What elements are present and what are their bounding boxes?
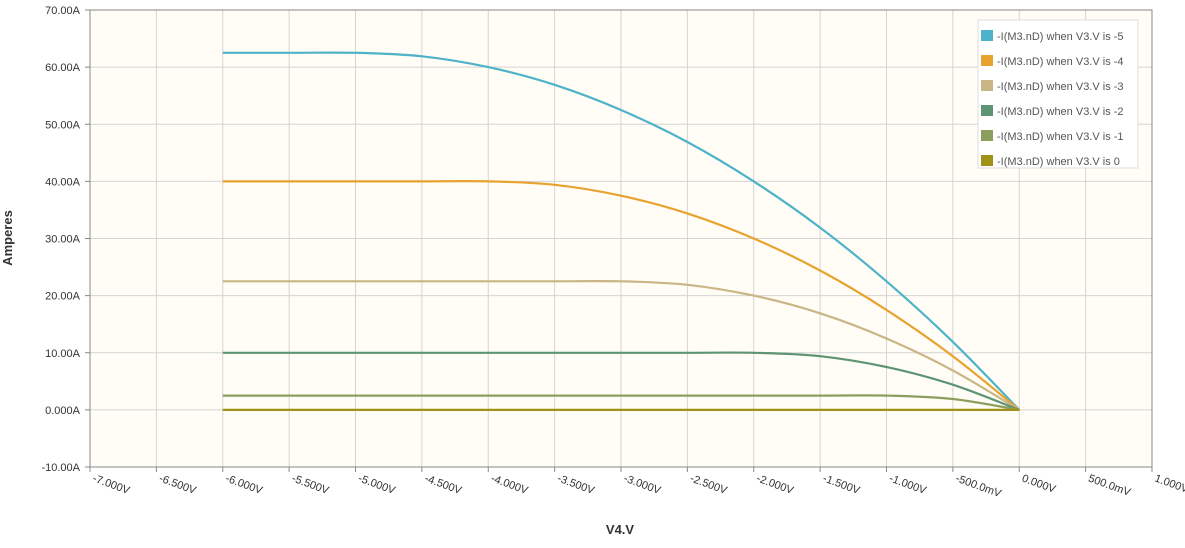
series-line-3[interactable] [222,351,1020,411]
legend-swatch[interactable] [981,155,993,166]
x-tick-label: -2.000V [755,473,796,498]
x-axis-title: V4.V [606,522,635,537]
series-line-1[interactable] [222,180,1020,411]
y-tick-label: 0.000A [45,405,81,417]
legend-label[interactable]: -I(M3.nD) when V3.V is -3 [997,81,1124,93]
x-tick-label: -500.0mV [954,473,1004,501]
x-tick-label: -7.000V [91,473,132,498]
legend-swatch[interactable] [981,80,993,91]
x-tick-label: -1.000V [887,473,928,498]
legend-label[interactable]: -I(M3.nD) when V3.V is -1 [997,131,1124,143]
series-line-0[interactable] [222,51,1021,411]
legend-label[interactable]: -I(M3.nD) when V3.V is -4 [997,56,1124,68]
x-tick-label: -4.500V [423,473,464,498]
legend[interactable]: -I(M3.nD) when V3.V is -5 -I(M3.nD) when … [977,19,1139,169]
x-tick-label: -6.000V [224,473,265,498]
plot-border [89,9,1153,468]
y-tick-label: -10.00A [41,462,80,474]
y-axis-title: Amperes [0,210,15,266]
x-tick-label: -6.500V [157,473,198,498]
series-line-2[interactable] [222,279,1020,411]
legend-swatch[interactable] [981,55,993,66]
legend-swatch[interactable] [981,30,993,41]
legend-swatch[interactable] [981,130,993,141]
y-tick-label: 30.00A [45,234,81,246]
series-lines [222,51,1021,412]
x-tick-label: -2.500V [688,473,729,498]
y-tick-label: 20.00A [45,291,81,303]
legend-label[interactable]: -I(M3.nD) when V3.V is 0 [997,156,1120,168]
y-tick-label: 10.00A [45,348,81,360]
x-tick-label: -4.000V [489,473,530,498]
legend-box [977,19,1139,169]
x-tick-label: -5.500V [290,473,331,498]
x-tick-label: 1.000V [1153,473,1185,496]
x-tick-label: -5.000V [356,473,397,498]
y-tick-label: 70.00A [45,5,81,17]
legend-label[interactable]: -I(M3.nD) when V3.V is -2 [997,106,1124,118]
series-line-4[interactable] [222,394,1020,411]
x-tick-label: -3.000V [622,473,663,498]
y-tick-label: 40.00A [45,176,81,188]
x-tick-label: -1.500V [821,473,862,498]
x-tick-label: -3.500V [556,473,597,498]
y-tick-label: 50.00A [45,119,81,131]
x-tick-label: 500.0mV [1087,473,1133,500]
legend-label[interactable]: -I(M3.nD) when V3.V is -5 [997,31,1124,43]
y-tick-label: 60.00A [45,62,81,74]
legend-swatch[interactable] [981,105,993,116]
x-tick-label: 0.000V [1020,473,1057,496]
